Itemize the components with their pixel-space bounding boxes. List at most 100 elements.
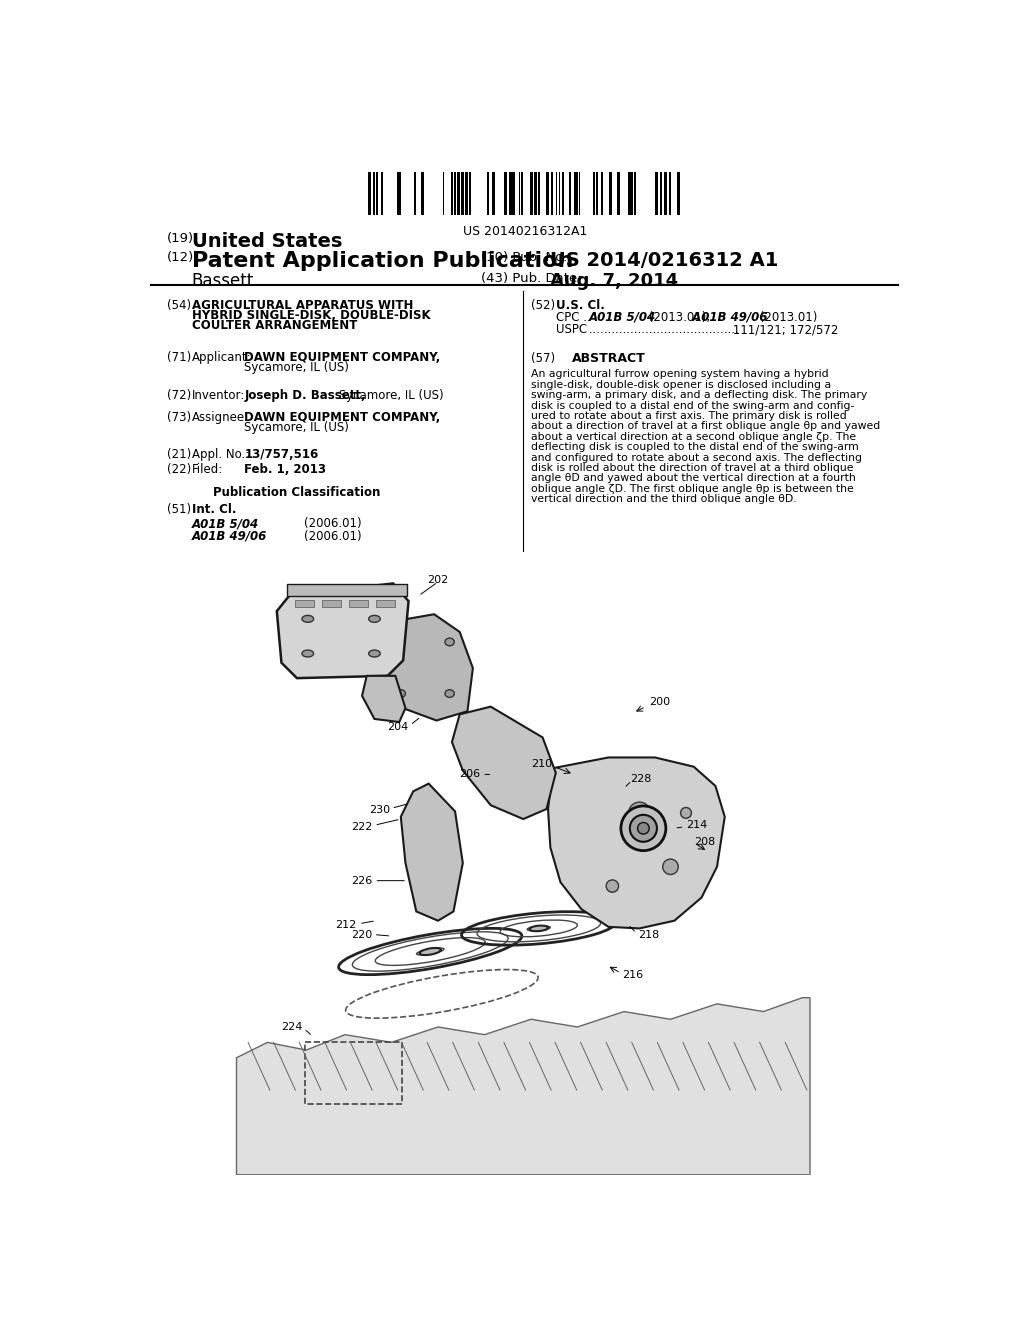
Text: 111/121; 172/572: 111/121; 172/572 xyxy=(729,323,838,337)
Bar xyxy=(677,173,680,215)
Bar xyxy=(398,173,400,215)
Bar xyxy=(349,601,369,607)
Ellipse shape xyxy=(621,807,666,850)
Bar xyxy=(486,173,489,215)
Bar xyxy=(414,173,417,215)
Bar xyxy=(509,173,512,215)
Text: 214: 214 xyxy=(686,820,708,830)
Ellipse shape xyxy=(681,808,691,818)
Text: 222: 222 xyxy=(351,822,372,832)
Bar xyxy=(373,173,375,215)
Text: 216: 216 xyxy=(623,970,643,979)
Bar xyxy=(562,173,564,215)
Text: swing-arm, a primary disk, and a deflecting disk. The primary: swing-arm, a primary disk, and a deflect… xyxy=(531,391,867,400)
Bar xyxy=(617,173,621,215)
Text: (73): (73) xyxy=(167,411,190,424)
Text: Joseph D. Bassett,: Joseph D. Bassett, xyxy=(245,389,366,403)
Bar xyxy=(655,173,658,215)
Bar xyxy=(452,173,453,215)
Bar xyxy=(546,173,549,215)
Bar xyxy=(601,173,603,215)
Bar xyxy=(551,173,553,215)
Bar xyxy=(665,173,668,215)
Text: 212: 212 xyxy=(336,920,356,931)
Text: Assignee:: Assignee: xyxy=(191,411,249,424)
Text: 210: 210 xyxy=(531,759,553,768)
Text: about a vertical direction at a second oblique angle ζp. The: about a vertical direction at a second o… xyxy=(531,432,856,442)
Text: Inventor:: Inventor: xyxy=(191,389,245,403)
Text: (2006.01): (2006.01) xyxy=(304,529,361,543)
Text: Patent Application Publication: Patent Application Publication xyxy=(191,251,572,271)
Text: An agricultural furrow opening system having a hybrid: An agricultural furrow opening system ha… xyxy=(531,370,828,379)
Text: AGRICULTURAL APPARATUS WITH: AGRICULTURAL APPARATUS WITH xyxy=(191,298,413,312)
Text: A01B 5/04: A01B 5/04 xyxy=(191,517,259,531)
Text: CPC ..: CPC .. xyxy=(556,312,591,323)
Text: (21): (21) xyxy=(167,447,191,461)
Bar xyxy=(493,173,496,215)
Ellipse shape xyxy=(302,649,313,657)
Text: Applicant:: Applicant: xyxy=(191,351,251,364)
Text: HYBRID SINGLE-DISK, DOUBLE-DISK: HYBRID SINGLE-DISK, DOUBLE-DISK xyxy=(191,309,430,322)
Bar xyxy=(669,173,672,215)
Text: Int. Cl.: Int. Cl. xyxy=(191,503,237,516)
Text: A01B 5/04: A01B 5/04 xyxy=(589,312,655,323)
Text: Publication Classification: Publication Classification xyxy=(213,487,381,499)
Text: DAWN EQUIPMENT COMPANY,: DAWN EQUIPMENT COMPANY, xyxy=(245,411,440,424)
Text: (12): (12) xyxy=(167,251,194,264)
Ellipse shape xyxy=(445,689,455,697)
Bar xyxy=(556,173,557,215)
Bar xyxy=(535,173,538,215)
Text: (19): (19) xyxy=(167,231,194,244)
Text: A01B 49/06: A01B 49/06 xyxy=(191,529,267,543)
Ellipse shape xyxy=(638,822,649,834)
Text: 202: 202 xyxy=(427,576,449,585)
Text: and configured to rotate about a second axis. The deflecting: and configured to rotate about a second … xyxy=(531,453,862,462)
Ellipse shape xyxy=(630,814,657,842)
Ellipse shape xyxy=(302,615,313,622)
Text: (72): (72) xyxy=(167,389,191,403)
Polygon shape xyxy=(237,998,810,1175)
Text: 228: 228 xyxy=(630,774,651,784)
Text: US 20140216312A1: US 20140216312A1 xyxy=(463,226,587,239)
Text: (2013.01);: (2013.01); xyxy=(645,312,711,323)
Text: (43) Pub. Date:: (43) Pub. Date: xyxy=(480,272,582,285)
Ellipse shape xyxy=(396,638,406,645)
Text: Sycamore, IL (US): Sycamore, IL (US) xyxy=(245,421,349,434)
Bar xyxy=(469,173,471,215)
Text: ABSTRACT: ABSTRACT xyxy=(571,352,645,366)
Bar xyxy=(518,173,520,215)
Text: (22): (22) xyxy=(167,463,191,477)
Ellipse shape xyxy=(396,689,406,697)
Bar xyxy=(634,173,636,215)
Text: (52): (52) xyxy=(531,298,555,312)
Text: U.S. Cl.: U.S. Cl. xyxy=(556,298,605,312)
Text: 230: 230 xyxy=(369,805,390,814)
Text: Aug. 7, 2014: Aug. 7, 2014 xyxy=(550,272,679,289)
Text: (51): (51) xyxy=(167,503,190,516)
Text: DAWN EQUIPMENT COMPANY,: DAWN EQUIPMENT COMPANY, xyxy=(245,351,440,364)
Text: Appl. No.:: Appl. No.: xyxy=(191,447,249,461)
Bar xyxy=(381,173,383,215)
Polygon shape xyxy=(378,614,473,721)
Polygon shape xyxy=(362,676,406,722)
Text: (57): (57) xyxy=(531,352,555,366)
Bar xyxy=(421,173,424,215)
Ellipse shape xyxy=(420,948,441,956)
Text: 220: 220 xyxy=(351,929,372,940)
Text: (54): (54) xyxy=(167,298,190,312)
Text: COULTER ARRANGEMENT: COULTER ARRANGEMENT xyxy=(191,318,357,331)
Bar xyxy=(442,173,444,215)
Text: 208: 208 xyxy=(693,837,715,847)
Text: USPC: USPC xyxy=(556,323,587,337)
Ellipse shape xyxy=(650,824,659,833)
Bar xyxy=(465,173,468,215)
Text: (2006.01): (2006.01) xyxy=(304,517,361,531)
Bar xyxy=(521,173,523,215)
Ellipse shape xyxy=(445,638,455,645)
Text: US 2014/0216312 A1: US 2014/0216312 A1 xyxy=(550,251,778,269)
Polygon shape xyxy=(276,583,409,678)
Text: (10) Pub. No.:: (10) Pub. No.: xyxy=(480,251,571,264)
Text: deflecting disk is coupled to the distal end of the swing-arm: deflecting disk is coupled to the distal… xyxy=(531,442,859,453)
Bar xyxy=(559,173,560,215)
Bar xyxy=(593,173,595,215)
